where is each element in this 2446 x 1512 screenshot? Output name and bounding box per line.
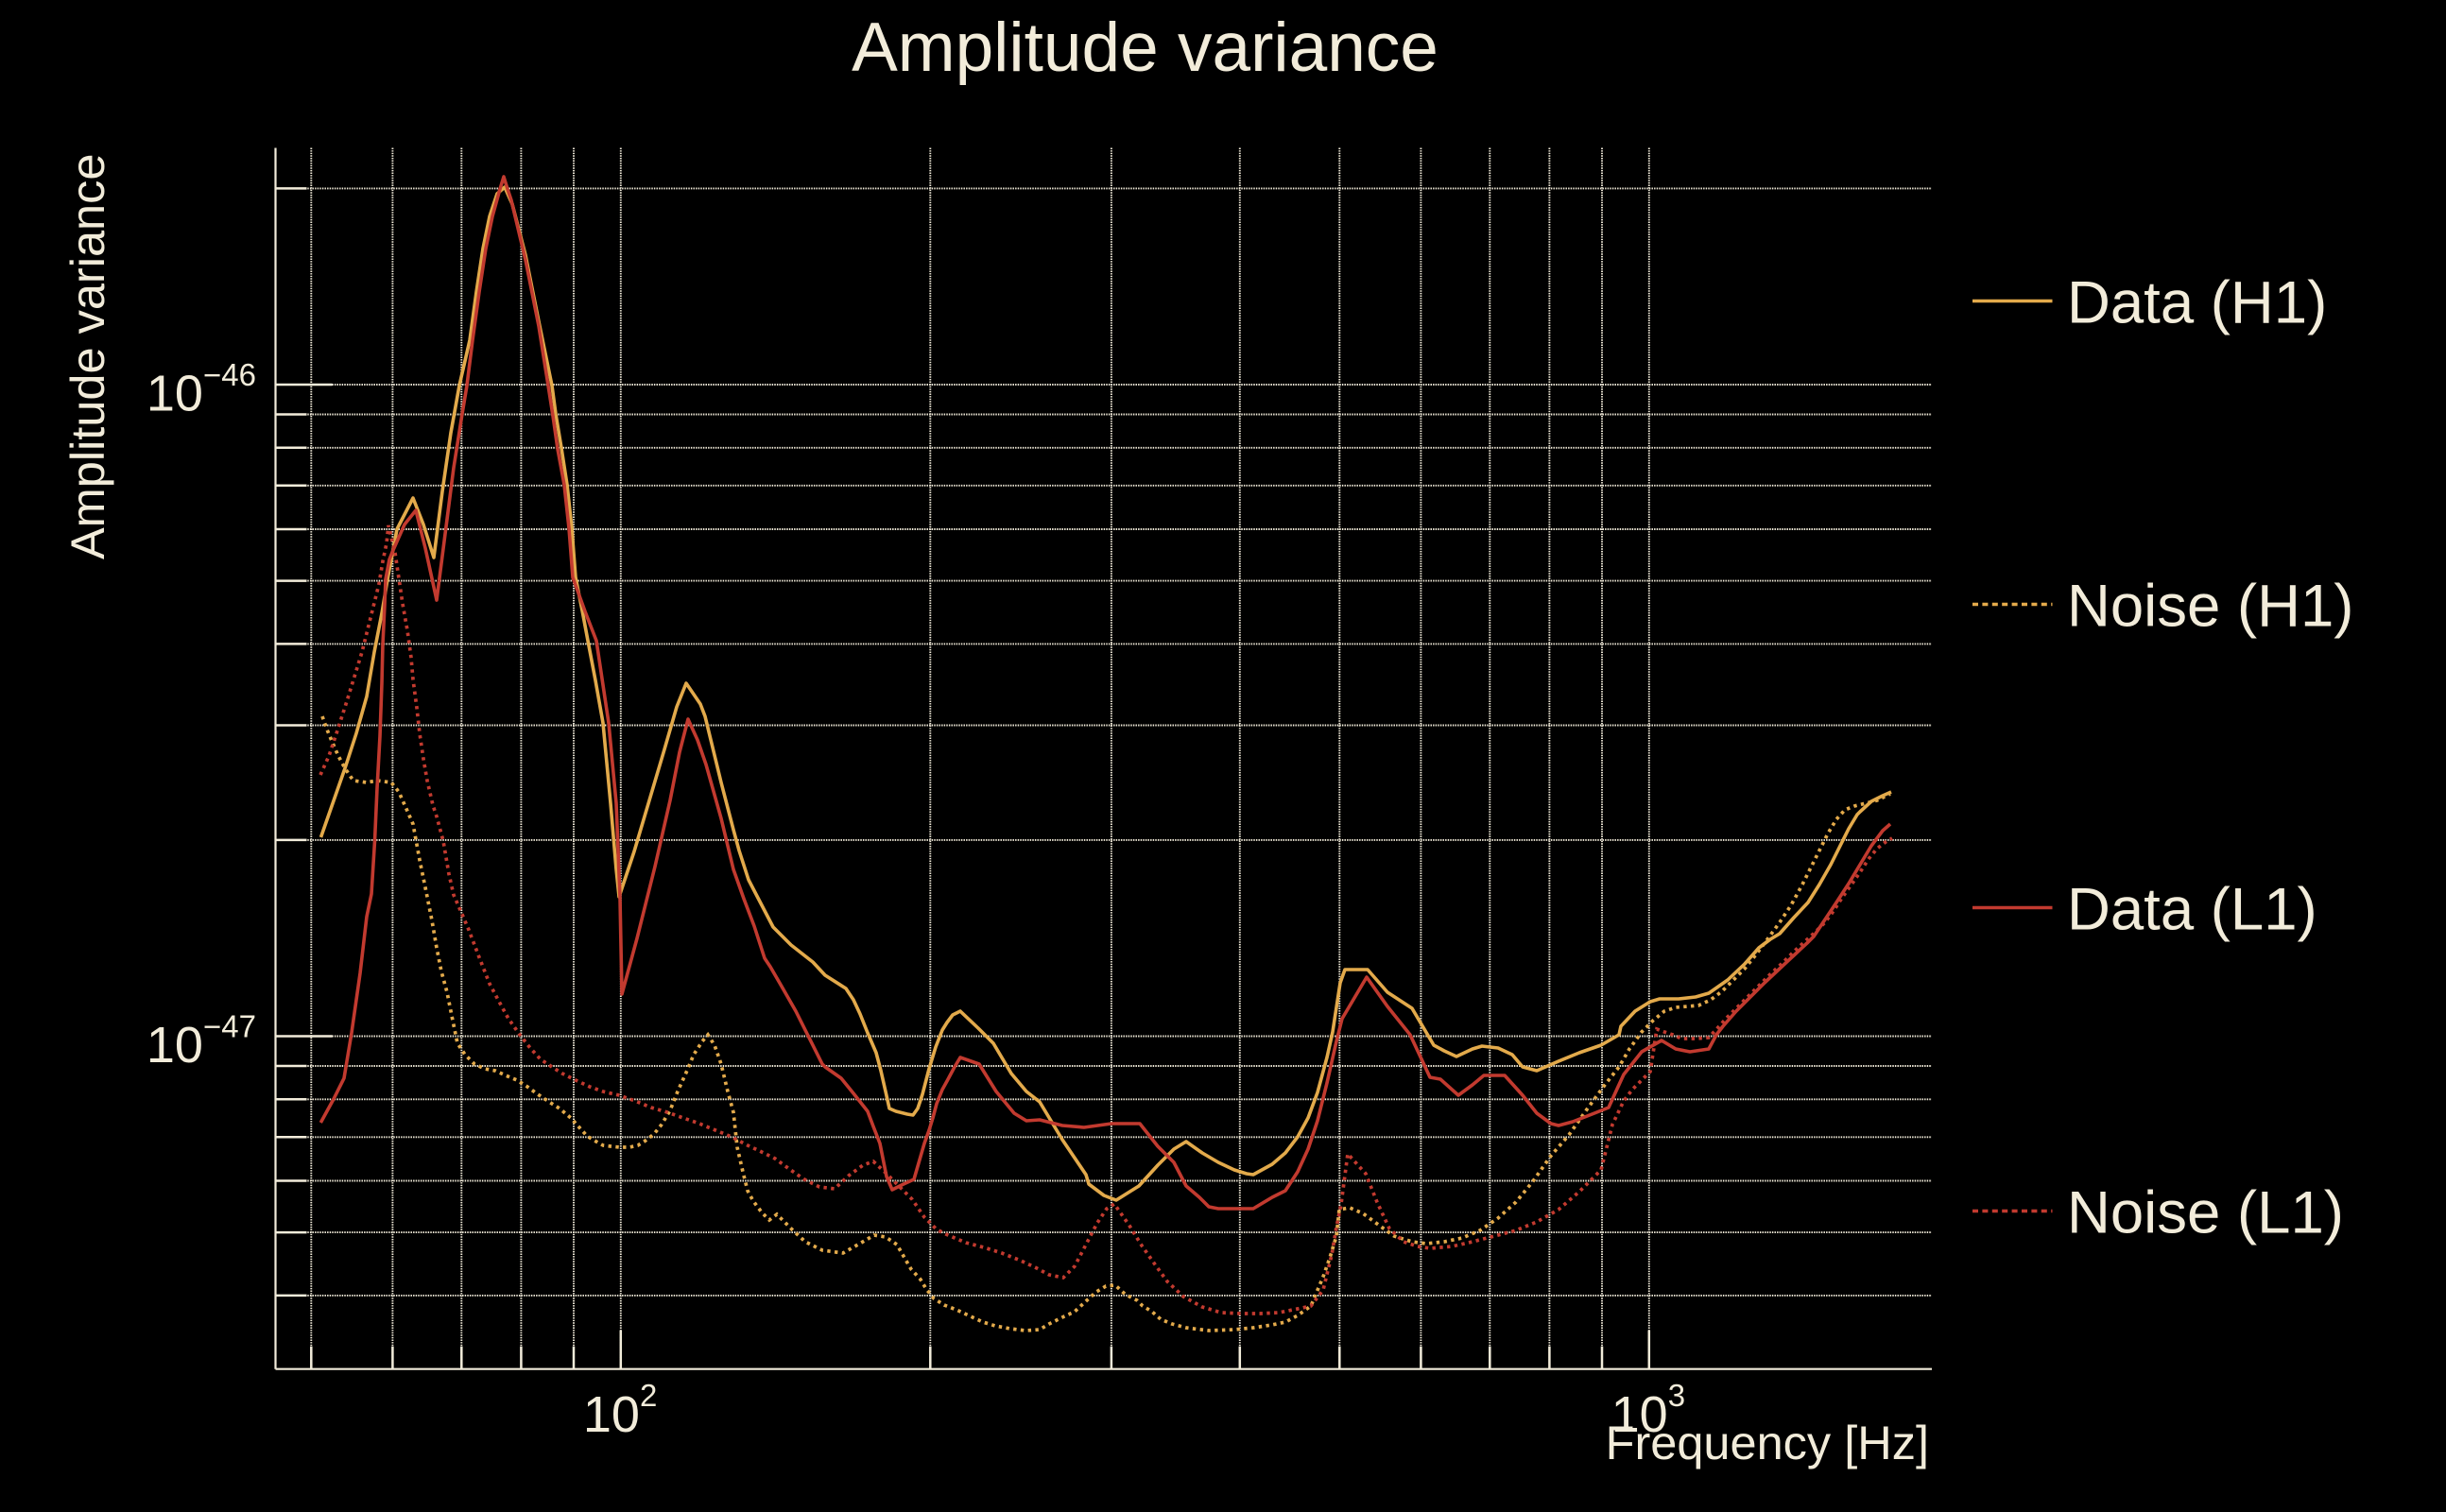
svg-text:10: 10 (1611, 1386, 1668, 1443)
svg-text:Data (H1): Data (H1) (2067, 270, 2327, 336)
svg-text:Noise (H1): Noise (H1) (2067, 574, 2353, 640)
svg-text:Frequency [Hz]: Frequency [Hz] (1606, 1416, 1929, 1469)
svg-text:10: 10 (146, 1017, 203, 1074)
svg-text:Amplitude variance: Amplitude variance (852, 9, 1438, 86)
svg-text:3: 3 (1668, 1378, 1685, 1413)
svg-text:10: 10 (146, 366, 203, 422)
svg-text:−46: −46 (203, 357, 256, 392)
svg-text:10: 10 (583, 1386, 640, 1443)
svg-text:Amplitude variance: Amplitude variance (60, 154, 114, 559)
svg-text:2: 2 (640, 1378, 657, 1413)
svg-text:Data (L1): Data (L1) (2067, 877, 2317, 943)
svg-text:−47: −47 (203, 1009, 256, 1044)
svg-text:Noise (L1): Noise (L1) (2067, 1180, 2344, 1246)
